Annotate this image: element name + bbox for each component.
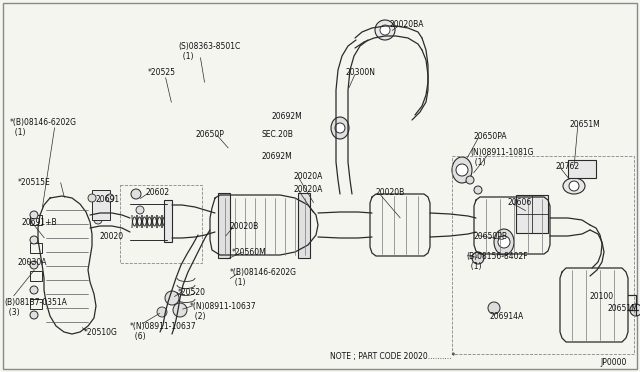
Text: 20606: 20606 (508, 198, 532, 207)
Bar (30, 271, 42, 281)
Circle shape (30, 311, 38, 319)
Text: (2): (2) (190, 312, 205, 321)
Bar (120, 185, 202, 263)
Circle shape (30, 286, 38, 294)
Circle shape (466, 176, 474, 184)
Ellipse shape (494, 229, 514, 255)
Text: 20020A: 20020A (294, 185, 323, 194)
Text: 20020: 20020 (100, 232, 124, 241)
Text: *(B)08146-6202G: *(B)08146-6202G (230, 268, 297, 277)
Bar (452, 156, 634, 354)
Circle shape (472, 252, 484, 264)
Bar (30, 299, 42, 309)
Circle shape (94, 216, 102, 224)
Text: 20020BA: 20020BA (390, 20, 424, 29)
Bar (568, 160, 596, 178)
Text: *(B)08146-6202G: *(B)08146-6202G (10, 118, 77, 127)
Bar (30, 243, 42, 253)
Text: *20515E: *20515E (18, 178, 51, 187)
Text: 20762: 20762 (556, 162, 580, 171)
Circle shape (30, 236, 38, 244)
Text: *20510G: *20510G (84, 328, 118, 337)
Text: (B)081B7-0351A: (B)081B7-0351A (4, 298, 67, 307)
Text: 20100: 20100 (590, 292, 614, 301)
Text: (1): (1) (230, 278, 246, 287)
Circle shape (488, 302, 500, 314)
Circle shape (30, 261, 38, 269)
Text: *20525: *20525 (148, 68, 176, 77)
Text: 20020A: 20020A (294, 172, 323, 181)
Text: 20030A: 20030A (18, 258, 47, 267)
Text: 20300N: 20300N (346, 68, 376, 77)
Circle shape (106, 194, 114, 202)
Bar (298, 193, 310, 258)
Text: 20692M: 20692M (262, 152, 292, 161)
Text: 20650PA: 20650PA (474, 132, 508, 141)
Circle shape (94, 202, 102, 210)
Text: (S)08363-8501C: (S)08363-8501C (178, 42, 240, 51)
Bar (30, 215, 42, 225)
Circle shape (380, 25, 390, 35)
Text: 20691+B: 20691+B (22, 218, 58, 227)
Text: 20020B: 20020B (376, 188, 405, 197)
Circle shape (131, 189, 141, 199)
Circle shape (474, 186, 482, 194)
Text: *20520: *20520 (178, 288, 206, 297)
Text: 20651M: 20651M (608, 304, 639, 313)
Text: (6): (6) (130, 332, 146, 341)
Circle shape (375, 20, 395, 40)
Bar (516, 195, 548, 233)
Circle shape (165, 291, 179, 305)
Circle shape (157, 307, 167, 317)
Circle shape (456, 164, 468, 176)
Text: 20650P: 20650P (196, 130, 225, 139)
Text: *(N)08911-10637: *(N)08911-10637 (190, 302, 257, 311)
Bar (164, 200, 172, 242)
Text: (1): (1) (470, 158, 486, 167)
Circle shape (630, 304, 640, 316)
Text: 20691: 20691 (96, 195, 120, 204)
Text: *(N)08911-10637: *(N)08911-10637 (130, 322, 196, 331)
Text: (B)08156-8402F: (B)08156-8402F (466, 252, 527, 261)
Text: (1): (1) (10, 128, 26, 137)
Circle shape (569, 181, 579, 191)
Ellipse shape (452, 157, 472, 183)
Text: 206914A: 206914A (490, 312, 524, 321)
Circle shape (173, 303, 187, 317)
Text: 20020B: 20020B (230, 222, 259, 231)
Text: 20602: 20602 (146, 188, 170, 197)
Text: *20560M: *20560M (232, 248, 267, 257)
Circle shape (88, 194, 96, 202)
Text: NOTE ; PART CODE 20020..........*: NOTE ; PART CODE 20020..........* (330, 352, 456, 361)
Text: (1): (1) (466, 262, 481, 271)
Circle shape (30, 211, 38, 219)
Text: (1): (1) (178, 52, 193, 61)
Circle shape (335, 123, 345, 133)
Ellipse shape (331, 117, 349, 139)
Text: (3): (3) (4, 308, 20, 317)
Text: (N)08911-1081G: (N)08911-1081G (470, 148, 534, 157)
Text: 20651M: 20651M (570, 120, 601, 129)
Text: JP0000: JP0000 (600, 358, 627, 367)
Text: 20650PB: 20650PB (474, 232, 508, 241)
Text: SEC.20B: SEC.20B (262, 130, 294, 139)
Text: 20692M: 20692M (272, 112, 303, 121)
Circle shape (498, 236, 510, 248)
Ellipse shape (563, 178, 585, 194)
Bar (92, 190, 110, 220)
Bar (218, 193, 230, 258)
Circle shape (136, 206, 144, 214)
